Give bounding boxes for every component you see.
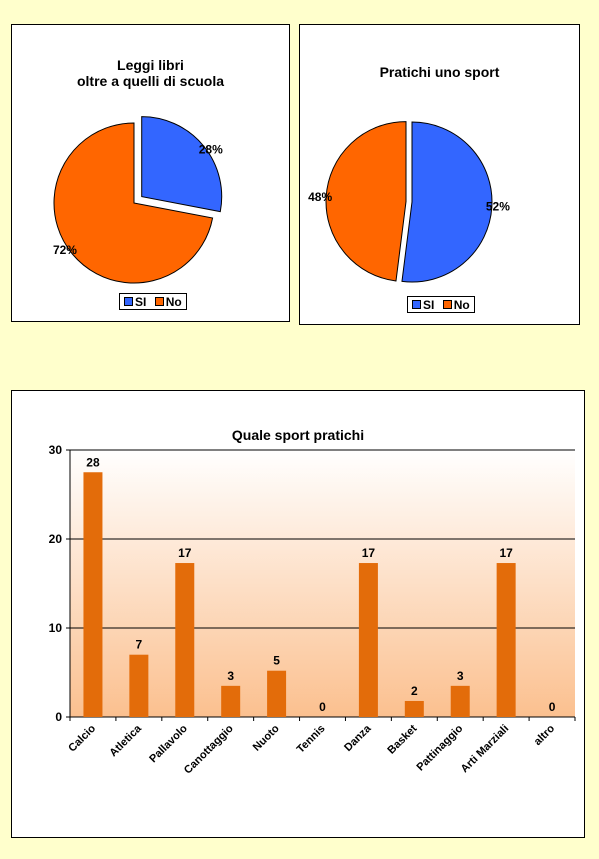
legend-item-no: No (442, 298, 470, 312)
x-tick-label: Canottaggio (182, 722, 236, 776)
legend-swatch-si (412, 300, 421, 309)
x-tick-label: Nuoto (251, 722, 282, 753)
legend-item-si: SI (124, 295, 146, 309)
bar-danza (358, 563, 378, 717)
x-tick-label: Pallavolo (147, 722, 190, 765)
legend-item-no: No (154, 295, 182, 309)
bar-data-label: 0 (549, 700, 556, 714)
pie-chart-books-title-line1: Leggi libri (117, 57, 184, 73)
pie-chart-books-title-line2: oltre a quelli di scuola (76, 73, 225, 89)
pie-chart-sport-panel: Pratichi uno sport 52% 48% SI No (299, 24, 580, 325)
y-tick-label: 20 (49, 532, 63, 546)
bar-data-label: 3 (227, 669, 234, 683)
pie-slice-no (325, 121, 407, 282)
pie-chart-sport-title: Pratichi uno sport (379, 64, 500, 80)
x-tick-label: Tennis (295, 723, 328, 756)
legend-label-si: SI (135, 295, 147, 309)
bar-data-label: 2 (411, 684, 418, 698)
plot-area (70, 450, 575, 717)
pie-chart-books-legend: SI No (119, 293, 187, 310)
bar-canottaggio (221, 685, 241, 717)
pie-chart-books-panel: Leggi libri oltre a quelli di scuola 28%… (11, 24, 290, 322)
x-tick-label: Atletica (107, 722, 144, 759)
bar-data-label: 0 (319, 700, 326, 714)
bar-data-label: 17 (499, 546, 513, 560)
legend-label-no: No (165, 295, 182, 309)
pie-chart-sport: 52% 48% (308, 121, 510, 283)
pie-slice-si (141, 116, 223, 213)
bar-pallavolo (175, 563, 195, 717)
bar-pattinaggio (450, 685, 470, 717)
legend-label-no: No (453, 298, 470, 312)
bar-arti-marziali (496, 563, 516, 717)
y-tick-label: 0 (55, 710, 62, 724)
bar-data-label: 5 (273, 654, 280, 668)
legend-label-si: SI (423, 298, 435, 312)
bar-nuoto (267, 670, 287, 717)
x-tick-label: Basket (385, 722, 419, 756)
bar-data-label: 3 (457, 669, 464, 683)
bar-atletica (129, 654, 149, 717)
y-tick-label: 10 (49, 621, 63, 635)
bar-data-label: 28 (86, 455, 100, 469)
bar-calcio (83, 472, 103, 717)
legend-swatch-si (124, 297, 133, 306)
legend-swatch-no (442, 300, 452, 309)
x-tick-label: Arti Marziali (459, 723, 512, 776)
x-tick-label: Calcio (66, 722, 98, 754)
x-tick-label: Danza (342, 722, 374, 754)
pie-data-label-si: 28% (199, 142, 223, 156)
legend-item-si: SI (412, 298, 434, 312)
bar-chart-sports-panel: Quale sport pratichi 0 10 20 30 28 Calcio 7 Atl… (11, 390, 585, 838)
pie-chart-sport-legend: SI No (407, 296, 475, 313)
bar-data-label: 7 (136, 638, 143, 652)
y-tick-label: 30 (49, 443, 63, 457)
bar-basket (404, 700, 424, 717)
bar-chart-title: Quale sport pratichi (231, 427, 365, 443)
x-tick-label: altro (532, 722, 558, 748)
pie-chart-books: 28% 72% (53, 116, 223, 284)
legend-swatch-no (154, 297, 164, 306)
pie-slice-no (53, 122, 214, 284)
pie-slice-si (401, 121, 493, 283)
bar-chart-sports: 010203028Calcio7Atletica17Pallavolo3Cano… (49, 443, 576, 776)
pie-data-label-si: 52% (486, 200, 510, 214)
x-tick-label: Pattinaggio (415, 722, 466, 773)
pie-data-label-no: 48% (308, 190, 332, 204)
bar-data-label: 17 (362, 546, 376, 560)
pie-data-label-no: 72% (53, 243, 77, 257)
bar-data-label: 17 (178, 546, 192, 560)
